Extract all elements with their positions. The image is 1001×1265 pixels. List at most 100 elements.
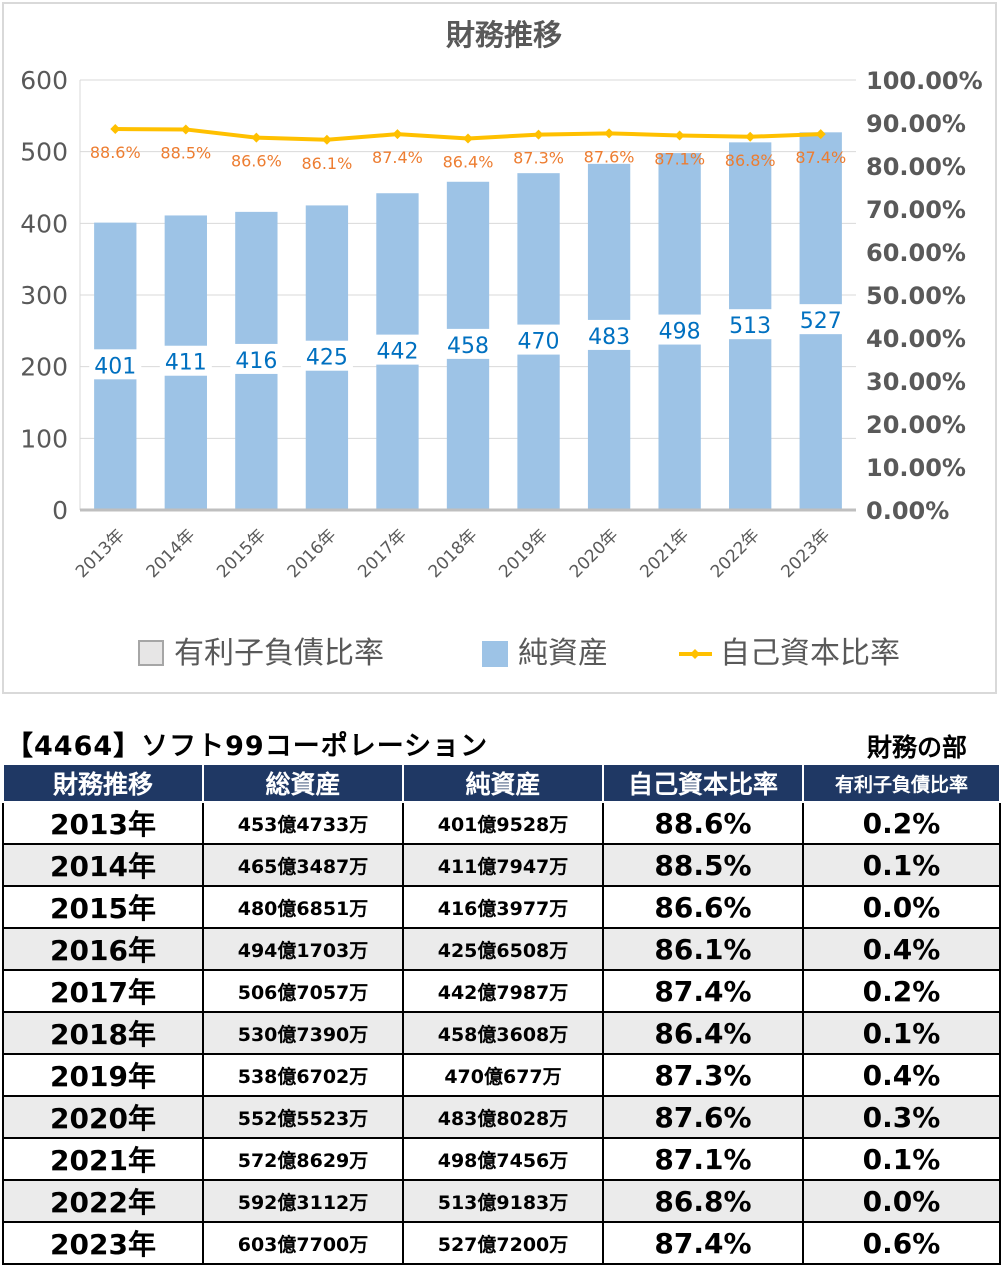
line-data-label: 88.5%: [160, 143, 211, 162]
cell-equity-ratio: 87.1%: [603, 1138, 803, 1180]
line-data-label: 87.6%: [584, 147, 635, 166]
bar-data-label: 442: [376, 340, 418, 365]
line-data-label: 86.1%: [301, 154, 352, 173]
y2-tick-label: 50.00%: [866, 282, 966, 310]
cell-year: 2013年: [3, 802, 203, 844]
y-tick-label: 300: [20, 281, 68, 310]
y-tick-label: 100: [20, 424, 68, 453]
cell-net-assets: 442億7987万: [403, 970, 603, 1012]
y2-tick-label: 10.00%: [866, 454, 966, 482]
cell-equity-ratio: 87.6%: [603, 1096, 803, 1138]
cell-debt-ratio: 0.0%: [803, 886, 1000, 928]
y-tick-label: 0: [52, 496, 68, 525]
x-tick-label: 2015年: [213, 525, 270, 582]
legend-swatch-debt-ratio: [139, 641, 163, 665]
cell-year: 2019年: [3, 1054, 203, 1096]
cell-net-assets: 470億677万: [403, 1054, 603, 1096]
cell-equity-ratio: 86.4%: [603, 1012, 803, 1054]
bar-data-label: 513: [729, 314, 771, 339]
line-data-label: 86.4%: [443, 152, 494, 171]
cell-year: 2017年: [3, 970, 203, 1012]
line-point: [675, 130, 685, 140]
bar-data-label: 411: [165, 351, 207, 376]
cell-equity-ratio: 86.6%: [603, 886, 803, 928]
cell-total-assets: 494億1703万: [203, 928, 403, 970]
bar-data-label: 470: [518, 330, 560, 355]
bar-data-label: 416: [235, 349, 277, 374]
cell-total-assets: 603億7700万: [203, 1222, 403, 1264]
line-data-label: 86.6%: [231, 152, 282, 171]
cell-net-assets: 416億3977万: [403, 886, 603, 928]
y2-tick-label: 0.00%: [866, 497, 949, 525]
line-point: [534, 130, 544, 140]
cell-debt-ratio: 0.4%: [803, 1054, 1000, 1096]
line-data-label: 87.4%: [372, 148, 423, 167]
y-tick-label: 400: [20, 209, 68, 238]
cell-total-assets: 530億7390万: [203, 1012, 403, 1054]
header-total-assets: 総資産: [203, 764, 403, 802]
line-point: [322, 135, 332, 145]
y2-tick-label: 20.00%: [866, 411, 966, 439]
cell-equity-ratio: 87.4%: [603, 970, 803, 1012]
y2-tick-label: 60.00%: [866, 239, 966, 267]
cell-year: 2015年: [3, 886, 203, 928]
line-data-label: 87.3%: [513, 149, 564, 168]
y2-tick-label: 80.00%: [866, 153, 966, 181]
bar-data-label: 483: [588, 325, 630, 350]
y-tick-label: 500: [20, 138, 68, 167]
y-tick-label: 200: [20, 353, 68, 382]
x-tick-label: 2013年: [72, 525, 129, 582]
cell-net-assets: 425億6508万: [403, 928, 603, 970]
y2-tick-label: 30.00%: [866, 368, 966, 396]
cell-equity-ratio: 86.8%: [603, 1180, 803, 1222]
cell-net-assets: 527億7200万: [403, 1222, 603, 1264]
company-title: 【4464】ソフト99コーポレーション: [6, 724, 488, 763]
cell-debt-ratio: 0.4%: [803, 928, 1000, 970]
cell-net-assets: 498億7456万: [403, 1138, 603, 1180]
cell-year: 2022年: [3, 1180, 203, 1222]
header-net-assets: 純資産: [403, 764, 603, 802]
legend-label-debt-ratio: 有利子負債比率: [174, 636, 384, 671]
cell-equity-ratio: 86.1%: [603, 928, 803, 970]
cell-debt-ratio: 0.2%: [803, 970, 1000, 1012]
cell-net-assets: 458億3608万: [403, 1012, 603, 1054]
y-tick-label: 600: [20, 66, 68, 95]
x-tick-label: 2016年: [284, 525, 341, 582]
header-debt-ratio: 有利子負債比率: [803, 764, 1000, 802]
y2-tick-label: 70.00%: [866, 196, 966, 224]
cell-equity-ratio: 88.5%: [603, 844, 803, 886]
chart-svg: 財務推移 0 100 200 300 400 500 600 0.00% 10.00% 20.00%…: [4, 4, 995, 692]
cell-debt-ratio: 0.1%: [803, 1012, 1000, 1054]
x-tick-label: 2021年: [636, 525, 693, 582]
cell-debt-ratio: 0.3%: [803, 1096, 1000, 1138]
bar-data-label: 498: [659, 320, 701, 345]
legend-label-net-assets: 純資産: [518, 636, 608, 671]
x-tick-label: 2018年: [425, 525, 482, 582]
cell-total-assets: 572億8629万: [203, 1138, 403, 1180]
cell-equity-ratio: 88.6%: [603, 802, 803, 844]
cell-year: 2021年: [3, 1138, 203, 1180]
y2-tick-label: 100.00%: [866, 67, 983, 95]
cell-net-assets: 401億9528万: [403, 802, 603, 844]
legend-label-equity-ratio: 自己資本比率: [720, 636, 900, 671]
chart-title: 財務推移: [446, 18, 562, 52]
cell-total-assets: 592億3112万: [203, 1180, 403, 1222]
line-point: [463, 133, 473, 143]
cell-net-assets: 411億7947万: [403, 844, 603, 886]
cell-equity-ratio: 87.4%: [603, 1222, 803, 1264]
header-period: 財務推移: [3, 764, 203, 802]
line-point: [110, 124, 120, 134]
cell-total-assets: 506億7057万: [203, 970, 403, 1012]
x-tick-label: 2023年: [778, 525, 835, 582]
x-tick-label: 2014年: [143, 525, 200, 582]
